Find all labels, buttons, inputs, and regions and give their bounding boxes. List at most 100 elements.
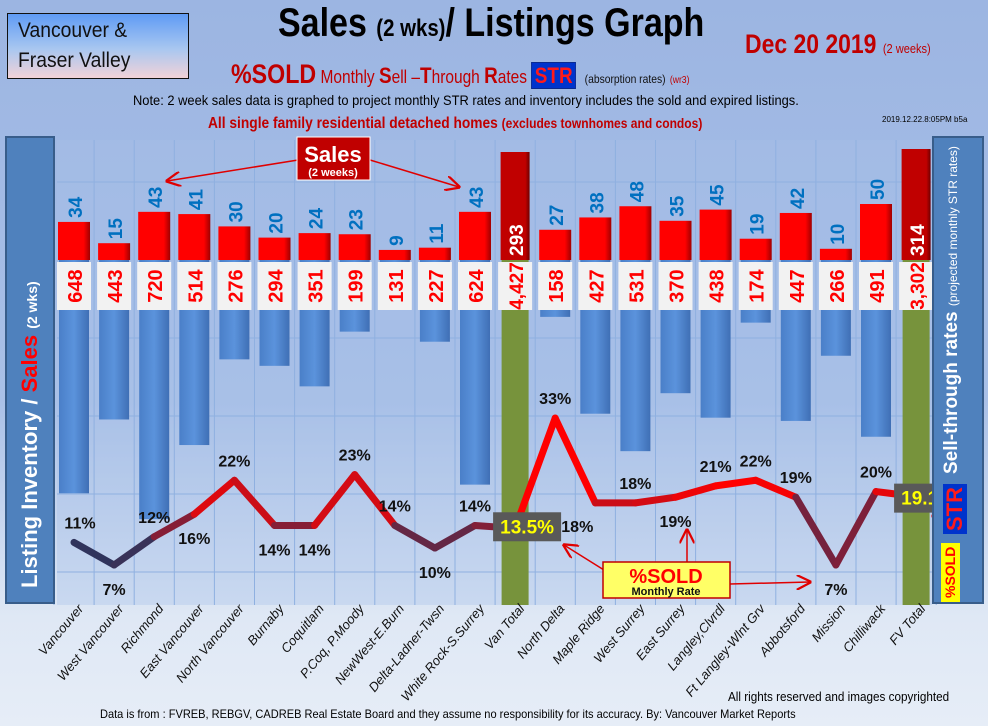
str-value-label: 7%	[824, 582, 847, 599]
sales-value-label: 48	[627, 181, 648, 202]
sub-part: S	[378, 63, 392, 88]
sales-value-label: 43	[146, 187, 167, 208]
sales-value-label: 10	[828, 224, 849, 245]
inventory-value-label: 174	[747, 268, 769, 302]
homes-note: All single family residential detached h…	[208, 115, 703, 133]
str-value-label: 22%	[218, 453, 250, 470]
str-line-segment	[70, 538, 118, 569]
region-line1: Vancouver &	[18, 19, 128, 42]
sales-bar	[739, 238, 772, 260]
sub-part: ell –	[391, 67, 421, 87]
str-value-label: 23%	[339, 448, 371, 465]
inventory-value-label: 720	[145, 269, 167, 302]
sales-bar	[218, 226, 251, 260]
str-line-segment	[190, 476, 238, 518]
str-value-label: 18%	[619, 476, 651, 493]
sales-value-label: 20	[267, 212, 288, 233]
inventory-label-box	[337, 262, 372, 310]
sales-value-label: 41	[186, 189, 207, 211]
region-line2: Fraser Valley	[18, 49, 131, 72]
inventory-value-label: 131	[386, 269, 408, 302]
inventory-label-box	[377, 262, 412, 310]
str-value-label: 14%	[379, 498, 411, 515]
sales-value-label: 43	[467, 187, 488, 208]
page-title: Sales (2 wks)/ Listings Graph	[278, 2, 704, 44]
sales-bar	[619, 206, 652, 260]
inventory-label-box	[658, 262, 693, 310]
x-axis-label: FV Total	[886, 600, 929, 647]
sales-bar	[659, 220, 692, 260]
str-value-label: 12%	[138, 510, 170, 527]
str-value-label: 14%	[299, 542, 331, 559]
sales-value-label: 24	[307, 208, 328, 230]
str-line-segment	[792, 493, 840, 569]
inventory-value-label: 158	[546, 269, 568, 302]
absorption-note: (absorption rates)	[584, 72, 666, 86]
right-axis-str: STR	[942, 484, 968, 534]
str-value-label: 7%	[103, 582, 126, 599]
sold-annotation-note: Monthly Rate	[631, 586, 700, 598]
sales-bar	[378, 249, 411, 260]
inventory-value-label: 199	[346, 269, 368, 302]
inventory-label-box	[899, 262, 934, 310]
homes-text: All single family residential detached h…	[208, 115, 498, 132]
sales-value-label: 11	[427, 223, 448, 244]
right-axis-title: Sell-through rates (projected monthly ST…	[941, 146, 963, 474]
homes-exclusion: (excludes townhomes and condos)	[501, 115, 703, 131]
sales-bar	[178, 214, 211, 260]
str-value-label: 16%	[178, 531, 210, 548]
inventory-value-label: 447	[787, 269, 809, 302]
right-axis-label: Sell-through rates	[941, 311, 962, 474]
subtitle: %SOLD Monthly Sell –Through Rates STR (a…	[231, 61, 689, 89]
title-sub: (2 wks)	[376, 15, 446, 42]
inventory-value-label: 351	[306, 269, 328, 302]
inventory-label-box	[137, 262, 172, 310]
sub-part: R	[484, 63, 498, 88]
sales-bar	[779, 212, 812, 260]
right-axis-note: (projected monthly STR rates)	[946, 146, 960, 307]
inventory-value-label: 514	[185, 268, 207, 302]
inventory-value-label: 227	[426, 269, 448, 302]
sales-bar	[58, 221, 90, 260]
sales-value-label: 50	[868, 179, 889, 200]
sales-value-label: 9	[387, 235, 408, 246]
str-line-segment	[351, 471, 399, 529]
right-axis-panel: Sell-through rates (projected monthly ST…	[932, 136, 984, 604]
inventory-label-box	[297, 262, 332, 310]
str-value-label: 22%	[740, 453, 772, 470]
str-line-segment	[311, 471, 359, 529]
sales-value-label: 15	[106, 218, 127, 240]
copyright: All rights reserved and images copyright…	[728, 689, 950, 704]
inventory-label-box	[458, 262, 492, 310]
str-line-segment	[431, 521, 479, 552]
sales-bar	[418, 247, 451, 260]
inventory-value-label: 3,302	[908, 262, 929, 310]
str-line-segment	[150, 510, 198, 541]
data-source: Data is from : FVREB, REBGV, CADREB Real…	[100, 707, 796, 721]
left-axis-sales: Sales	[17, 334, 42, 393]
sales-value-label: 27	[547, 205, 568, 226]
right-axis-sold: %SOLD	[941, 542, 961, 602]
str-value-label: 20%	[860, 465, 892, 482]
inventory-value-label: 438	[707, 269, 729, 302]
x-axis-label: NewWest-E.Burn	[332, 601, 407, 687]
str-value-label: 19%	[659, 514, 691, 531]
left-axis-title: Listing Inventory / Sales (2 wks)	[17, 281, 42, 588]
sub-part: ates	[497, 67, 528, 87]
sales-annotation-title: Sales	[304, 142, 362, 167]
annotation-arrow	[729, 582, 810, 584]
sales-value-label: 30	[226, 201, 247, 222]
str-value-label: 21%	[700, 459, 732, 476]
sales-value-label: 34	[66, 196, 87, 218]
sub-part: hrough	[431, 67, 485, 87]
inventory-label-box	[818, 262, 853, 310]
sales-bar	[459, 211, 491, 260]
inventory-value-label: 294	[266, 268, 288, 302]
str-line-segment	[511, 414, 559, 532]
inventory-label-box	[738, 262, 773, 310]
inventory-label-box	[257, 262, 292, 310]
sales-value-label: 45	[708, 184, 729, 206]
inventory-value-label: 370	[667, 269, 689, 302]
inventory-value-label: 4,427	[507, 262, 528, 310]
